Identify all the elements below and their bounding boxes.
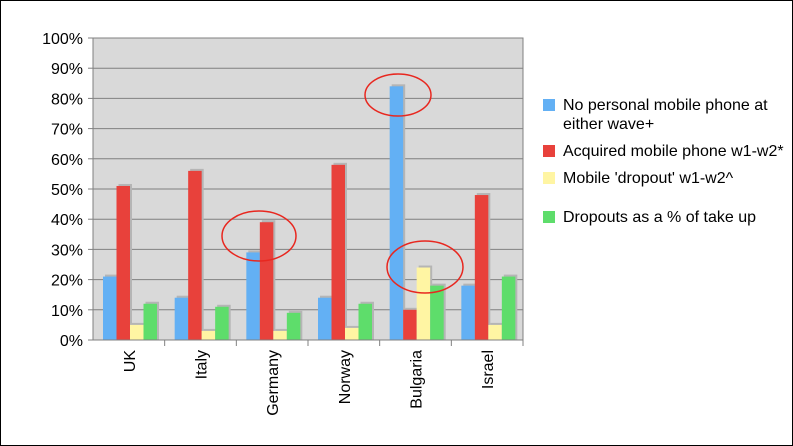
- y-tick-label: 30%: [51, 242, 83, 259]
- y-tick-label: 0%: [60, 333, 83, 350]
- bar: [286, 312, 301, 340]
- legend-label: Mobile 'dropout' w1-w2^: [563, 170, 734, 187]
- y-tick-label: 40%: [51, 212, 83, 229]
- bar: [103, 276, 117, 340]
- legend: No personal mobile phone at either wave+…: [543, 96, 793, 235]
- bar: [345, 327, 359, 340]
- bar: [273, 330, 287, 340]
- x-tick-label: Israel: [480, 350, 497, 389]
- y-tick-label: 80%: [51, 91, 83, 108]
- y-tick-label: 50%: [51, 182, 83, 199]
- bar: [358, 303, 372, 340]
- bar: [188, 170, 202, 340]
- x-tick-label: UK: [122, 350, 139, 373]
- legend-label: No personal mobile phone at either wave+: [563, 97, 768, 133]
- plot-layer: 0% 10% 20% 30% 40% 50% 60% 70% 80% 90% 100% UK Italy…: [42, 31, 524, 416]
- bar: [130, 324, 144, 340]
- y-tick-label: 20%: [51, 273, 83, 290]
- bar: [416, 267, 431, 340]
- bar: [174, 297, 189, 340]
- bar: [389, 86, 404, 340]
- bar: [403, 309, 417, 340]
- bar: [474, 195, 489, 340]
- legend-label: Dropouts as a % of take up: [563, 209, 756, 226]
- bar: [318, 297, 332, 340]
- y-tick-label: 100%: [42, 31, 83, 48]
- y-tick-label: 60%: [51, 152, 83, 169]
- bar: [331, 164, 345, 340]
- bar: [430, 285, 444, 340]
- legend-item: Dropouts as a % of take up: [543, 208, 793, 227]
- legend-item: Acquired mobile phone w1-w2*: [543, 142, 793, 161]
- x-tick-label: Bulgaria: [409, 350, 426, 409]
- highlight-ellipse: [221, 210, 297, 262]
- bar: [116, 185, 130, 340]
- bar: [488, 324, 502, 340]
- bar: [461, 285, 475, 340]
- y-tick-label: 90%: [51, 61, 83, 78]
- y-tick-label: 70%: [51, 122, 83, 139]
- legend-swatch: [543, 172, 555, 184]
- highlight-ellipse: [386, 240, 464, 294]
- x-tick-label: Germany: [265, 350, 282, 416]
- legend-label: Acquired mobile phone w1-w2*: [563, 143, 784, 160]
- bar: [201, 330, 216, 340]
- x-tick-label: Italy: [194, 350, 211, 379]
- bar: [259, 222, 274, 340]
- legend-swatch: [543, 211, 555, 223]
- y-tick-label: 10%: [51, 303, 83, 320]
- bar: [501, 276, 516, 340]
- bar: [246, 252, 260, 340]
- x-tick-label: Norway: [337, 350, 354, 404]
- legend-swatch: [543, 99, 555, 111]
- legend-item: Mobile 'dropout' w1-w2^: [543, 169, 793, 188]
- highlight-ellipse: [364, 73, 432, 117]
- legend-swatch: [543, 145, 555, 157]
- legend-item: No personal mobile phone at either wave+: [543, 96, 793, 134]
- bar: [215, 306, 229, 340]
- bar: [143, 303, 157, 340]
